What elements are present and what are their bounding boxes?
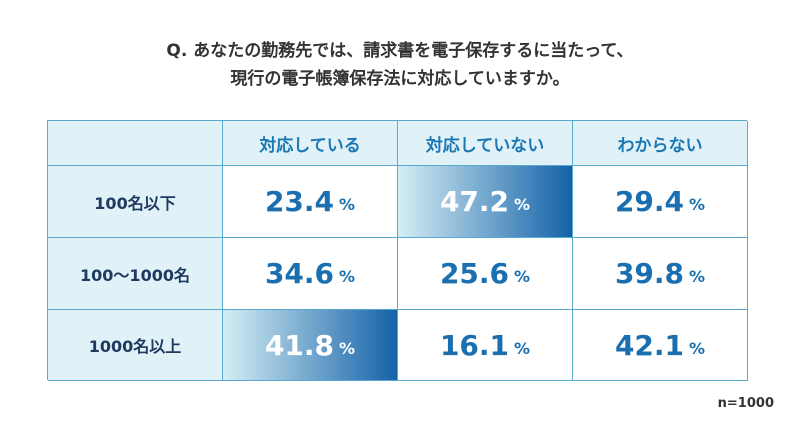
unit: % bbox=[339, 195, 356, 214]
value: 16.1 bbox=[439, 328, 510, 362]
unit: % bbox=[339, 338, 356, 358]
unit: % bbox=[514, 267, 531, 286]
value-cell: 42.1% bbox=[573, 310, 748, 381]
unit: % bbox=[689, 267, 706, 286]
value: 39.8 bbox=[614, 257, 685, 290]
unit: % bbox=[689, 338, 706, 358]
title-line: 現行の電子帳簿保存法に対応していますか。 bbox=[230, 69, 570, 89]
value: 23.4 bbox=[264, 185, 335, 218]
unit: % bbox=[339, 267, 356, 286]
value-cell: 23.4% bbox=[223, 166, 398, 238]
row-label: 100〜1000名 bbox=[48, 238, 223, 310]
value: 34.6 bbox=[264, 257, 335, 290]
value: 42.1 bbox=[614, 328, 685, 362]
value: 47.2 bbox=[439, 185, 510, 218]
sample-note: n=1000 bbox=[717, 396, 774, 411]
value: 29.4 bbox=[614, 185, 685, 218]
value: 41.8 bbox=[264, 328, 335, 362]
column-header: 対応している bbox=[223, 121, 398, 166]
value-cell: 25.6% bbox=[398, 238, 573, 310]
column-header: わからない bbox=[573, 121, 748, 166]
value: 25.6 bbox=[439, 257, 510, 290]
unit: % bbox=[514, 195, 531, 214]
title-line: Q. あなたの勤務先では、請求書を電子保存するに当たって、 bbox=[166, 41, 634, 61]
value-cell: 34.6% bbox=[223, 238, 398, 310]
unit: % bbox=[514, 338, 531, 358]
table: 対応している 対応していない わからない 100名以下 23.4% 47.2% 29.4% 1… bbox=[47, 120, 748, 381]
column-header: 対応していない bbox=[398, 121, 573, 166]
row-label: 1000名以上 bbox=[48, 310, 223, 381]
value-cell: 29.4% bbox=[573, 166, 748, 238]
unit: % bbox=[689, 195, 706, 214]
value-cell: 47.2% bbox=[398, 166, 573, 238]
value-cell: 41.8% bbox=[223, 310, 398, 381]
row-label: 100名以下 bbox=[48, 166, 223, 238]
value-cell: 16.1% bbox=[398, 310, 573, 381]
value-cell: 39.8% bbox=[573, 238, 748, 310]
corner-cell bbox=[48, 121, 223, 166]
